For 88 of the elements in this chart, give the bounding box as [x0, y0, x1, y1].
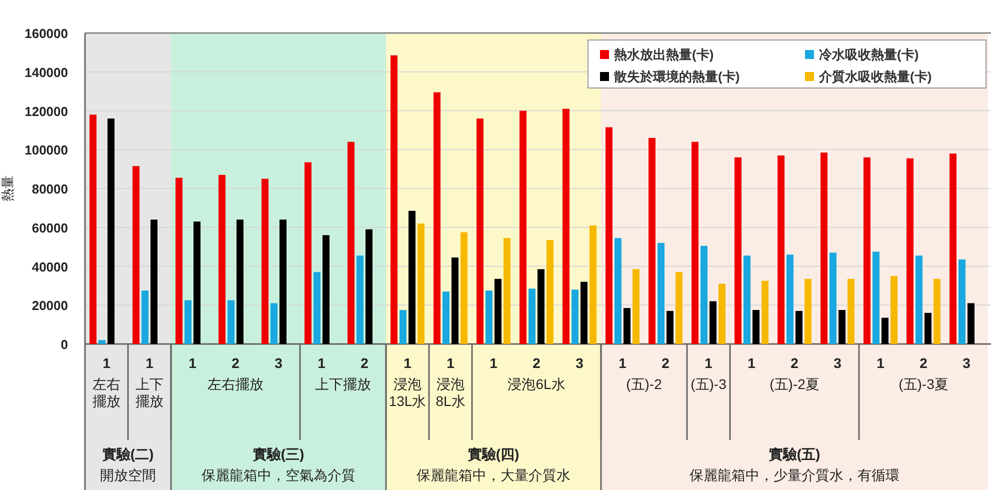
- text: (五)-3夏: [898, 376, 950, 393]
- text: 左右擺放: [206, 376, 264, 393]
- bar: [262, 178, 268, 344]
- bar: [820, 152, 828, 344]
- text: 實驗(三): [252, 446, 306, 463]
- bar: [356, 256, 364, 344]
- bar: [606, 127, 612, 344]
- bar: [718, 284, 726, 344]
- bar: [710, 301, 716, 344]
- bar: [924, 312, 932, 344]
- bar: [314, 272, 320, 344]
- bar: [968, 303, 974, 344]
- text: 保麗龍箱中，空氣為介質: [200, 467, 356, 484]
- y-tick-label: 80000: [32, 182, 68, 196]
- x-tick-label: 3: [834, 355, 842, 371]
- bar: [906, 158, 914, 344]
- bar: [648, 138, 656, 344]
- bar: [366, 229, 372, 344]
- text: 上下擺放: [314, 376, 372, 393]
- bar: [752, 310, 760, 344]
- bar: [700, 246, 708, 344]
- legend-label: 熱水放出熱量(卡): [613, 47, 714, 62]
- bar: [830, 252, 836, 344]
- bar: [614, 238, 622, 344]
- x-tick-label: 3: [962, 355, 971, 371]
- text: (五)-2夏: [768, 376, 820, 393]
- bar: [744, 256, 750, 344]
- x-tick-label: 1: [876, 355, 885, 371]
- legend-label: 散失於環境的熱量(卡): [613, 69, 740, 84]
- bar: [322, 235, 330, 344]
- bar: [734, 157, 742, 344]
- bar: [778, 155, 784, 344]
- x-tick-label: 3: [274, 355, 283, 371]
- bar: [950, 154, 956, 344]
- x-tick-label: 2: [662, 355, 670, 371]
- legend-label: 冷水吸收熱量(卡): [819, 47, 919, 62]
- x-tick-label: 2: [360, 355, 369, 371]
- x-tick-label: 1: [318, 355, 326, 371]
- x-tick-label: 2: [790, 355, 799, 371]
- y-tick-label: 160000: [24, 26, 68, 41]
- bar: [658, 242, 664, 344]
- bar: [184, 300, 192, 344]
- bar: [838, 310, 846, 344]
- bar: [194, 222, 200, 344]
- bar: [236, 220, 244, 344]
- x-tick-label: 2: [232, 355, 240, 371]
- legend-label: 介質水吸收熱量(卡): [818, 69, 932, 84]
- bar: [228, 300, 234, 344]
- x-tick-label: 1: [704, 355, 713, 371]
- bar: [934, 278, 940, 344]
- bar: [280, 220, 286, 344]
- bar: [692, 142, 698, 344]
- bar: [218, 174, 226, 344]
- bar: [676, 272, 682, 344]
- bar: [890, 276, 898, 344]
- bar: [848, 278, 854, 344]
- bar: [872, 252, 880, 344]
- bar: [632, 269, 640, 344]
- x-tick-label: 1: [188, 355, 197, 371]
- bar: [348, 142, 354, 344]
- bar: [624, 308, 630, 344]
- x-tick-label: 1: [748, 355, 756, 371]
- bar: [666, 310, 674, 344]
- bar: [958, 259, 966, 344]
- y-axis-title: 熱量: [0, 176, 15, 202]
- x-tick-label: 1: [618, 355, 627, 371]
- text: (五)-3: [690, 376, 728, 393]
- x-tick-label: 2: [920, 355, 928, 371]
- text: (五)-2: [625, 376, 663, 393]
- y-tick-label: 40000: [32, 259, 68, 274]
- bar: [804, 278, 812, 344]
- bar: [176, 178, 182, 344]
- bar: [304, 162, 312, 344]
- bar: [786, 254, 794, 344]
- bar: [796, 310, 802, 344]
- text: 保麗龍箱中，少量介質水，有循環: [688, 467, 900, 484]
- bar: [916, 256, 922, 344]
- y-tick-label: 140000: [24, 64, 68, 80]
- y-tick-label: 20000: [32, 298, 68, 314]
- text: 實驗(五): [768, 446, 822, 463]
- bar: [762, 280, 768, 344]
- bar: [270, 303, 278, 344]
- y-tick-label: 60000: [32, 220, 68, 236]
- y-tick-label: 0: [60, 337, 68, 352]
- bar: [864, 157, 870, 344]
- y-tick-label: 120000: [24, 104, 68, 119]
- bar: [882, 318, 888, 344]
- y-tick-label: 100000: [24, 142, 68, 158]
